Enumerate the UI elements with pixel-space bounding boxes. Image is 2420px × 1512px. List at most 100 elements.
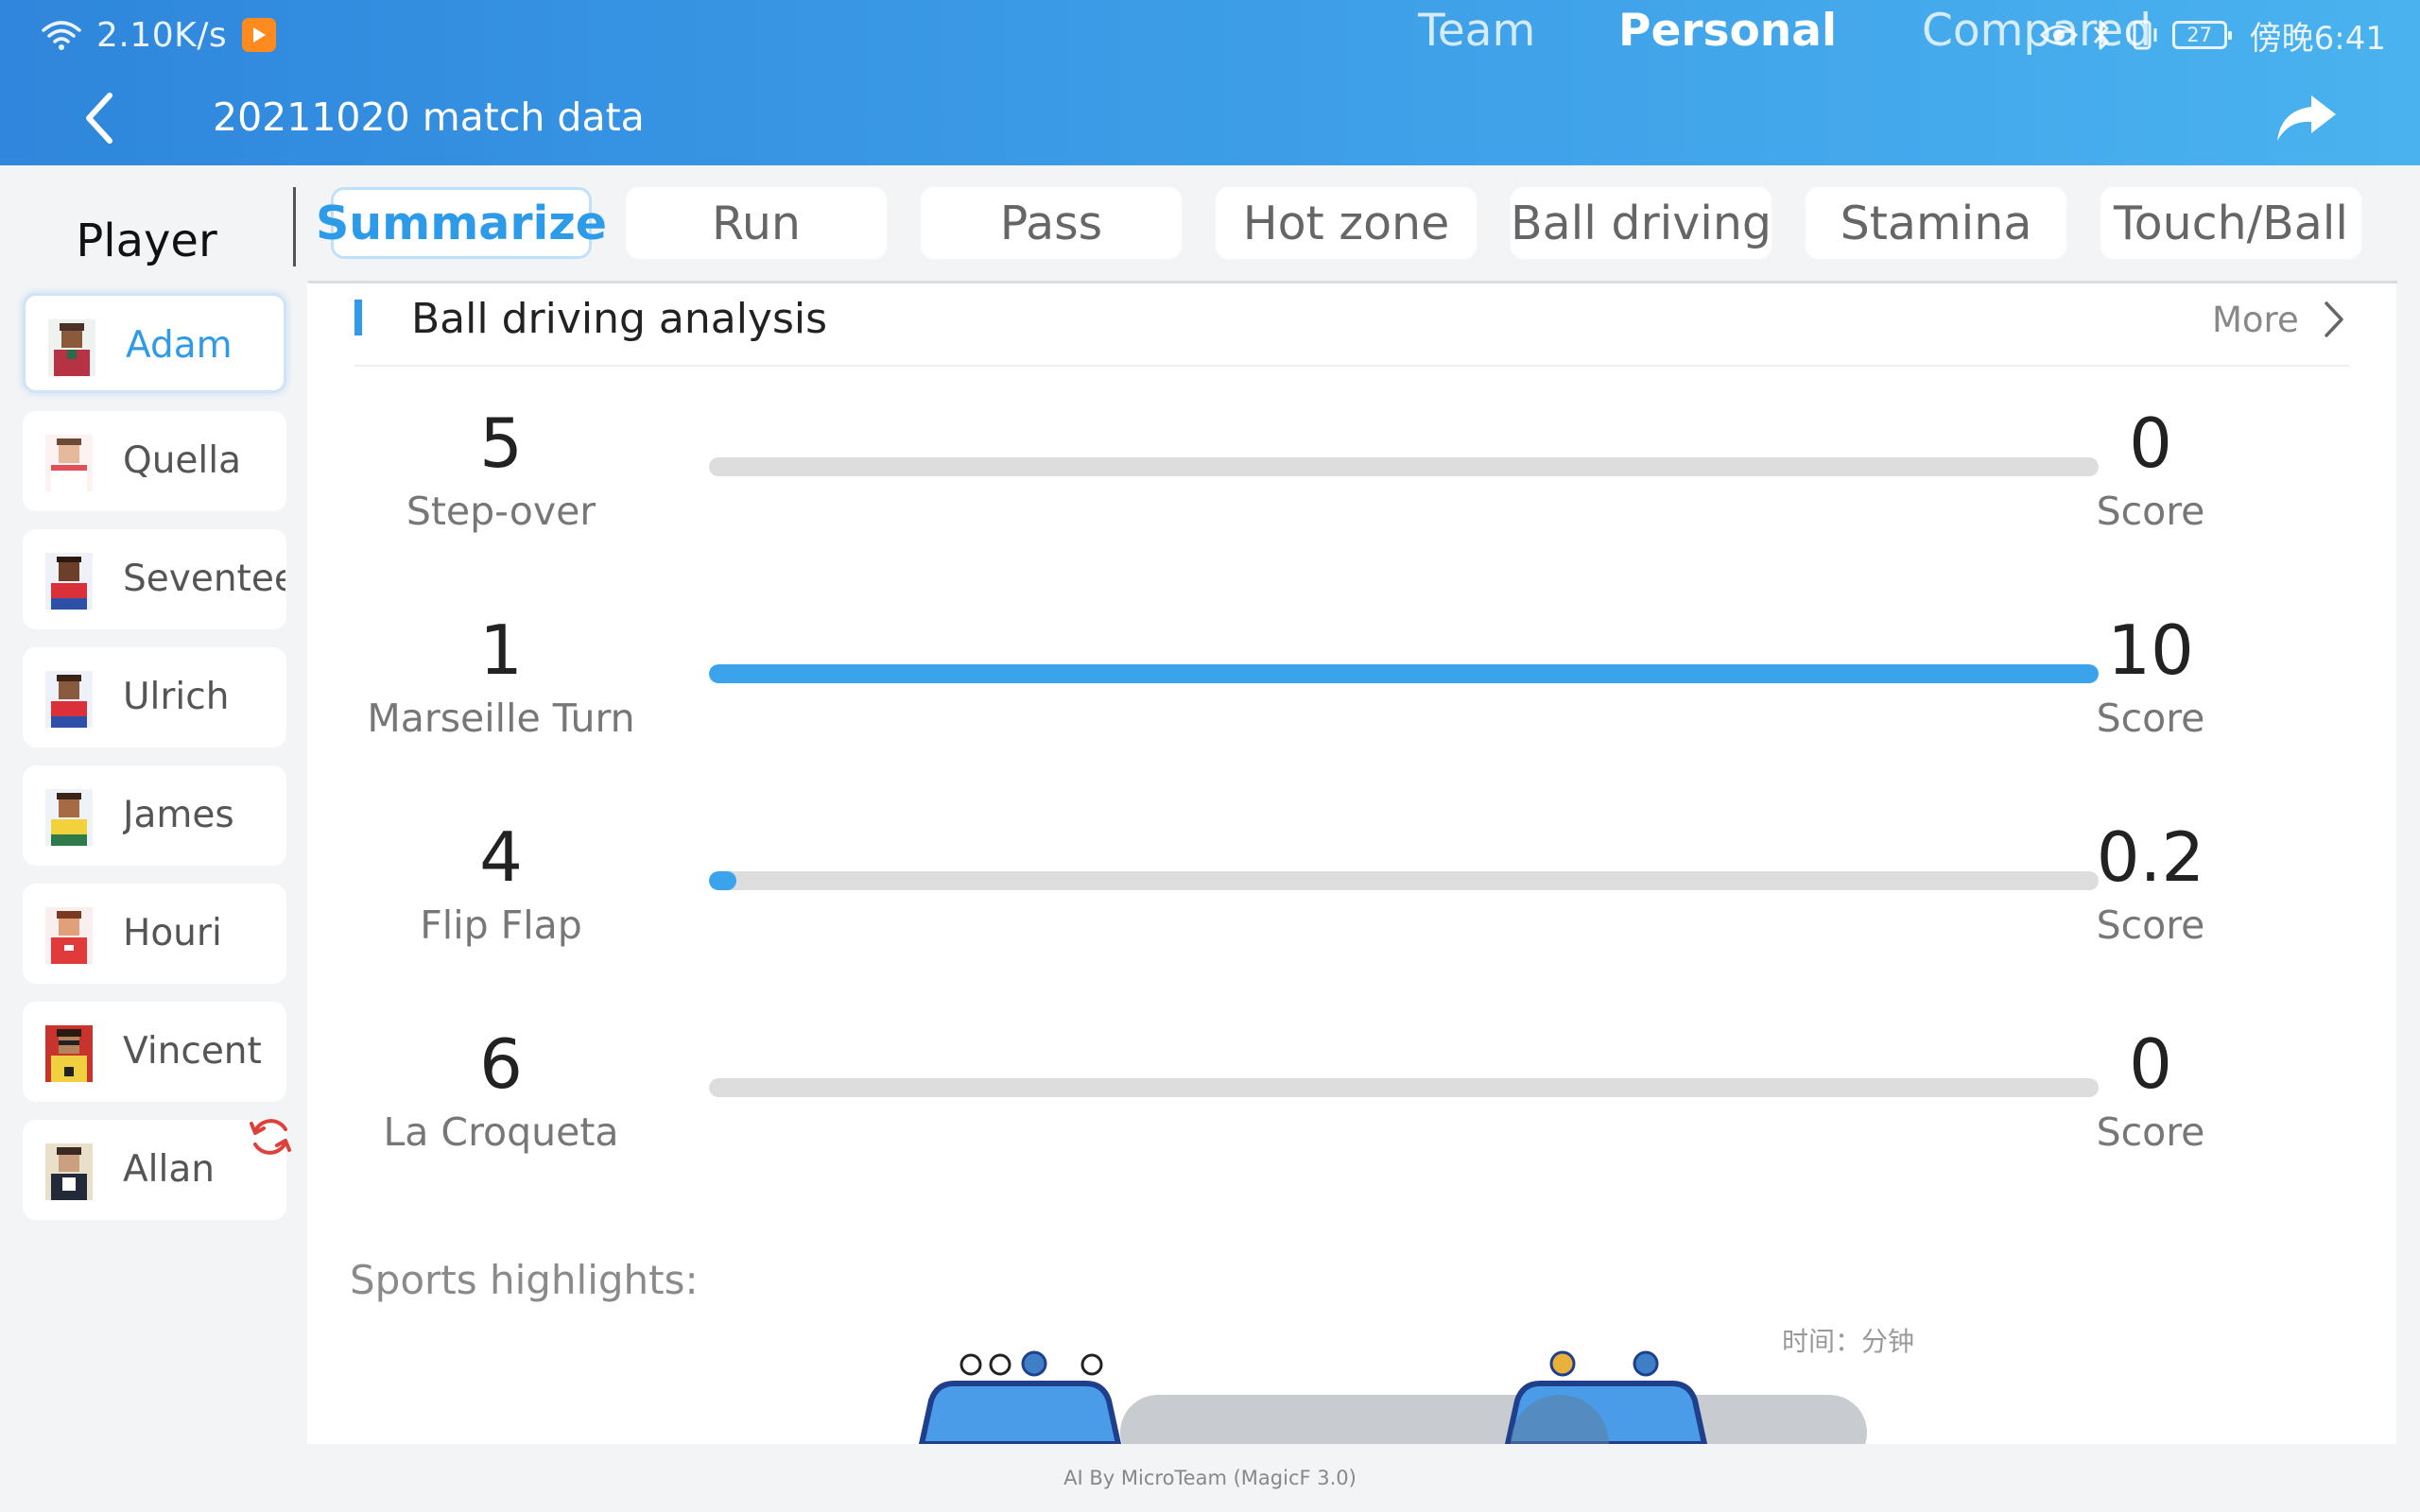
shield-icon	[1549, 1350, 1576, 1377]
tab-compared[interactable]: Compared	[1922, 5, 2152, 57]
ball-icon	[1080, 1353, 1103, 1376]
ball-driving-panel: Ball driving analysis More 5 Step-over 0…	[307, 284, 2396, 1444]
metric-name: La Croqueta	[383, 1109, 619, 1155]
metric-progress-fill	[709, 871, 737, 890]
app-header: 2.10K/s 27 傍晚6:41 20211020 match data Te…	[0, 0, 2420, 165]
shield-icon	[1021, 1350, 1047, 1377]
footer-credit: AI By MicroTeam (MagicF 3.0)	[1063, 1467, 1357, 1489]
status-bar-right: 27 傍晚6:41	[2039, 13, 2386, 58]
metric-score-label: Score	[2096, 1109, 2205, 1155]
player-column-title: Player	[76, 215, 217, 267]
metric-score: 0	[2129, 404, 2172, 483]
metric-count: 1	[479, 610, 523, 690]
player-avatar-icon	[45, 553, 93, 610]
metric-progress-track	[709, 871, 2099, 890]
share-icon	[2277, 95, 2336, 141]
section-title: Ball driving analysis	[411, 295, 828, 343]
tab-stamina[interactable]: Stamina	[1806, 187, 2066, 259]
back-arrow-icon	[86, 93, 112, 144]
metric-score: 0	[2129, 1024, 2172, 1104]
player-avatar-icon	[48, 319, 95, 376]
player-avatar-icon	[45, 435, 93, 491]
metric-progress-track	[709, 457, 2099, 476]
footer: AI By MicroTeam (MagicF 3.0)	[0, 1444, 2420, 1512]
player-name: Allan	[123, 1148, 215, 1191]
player-name: Vincent	[123, 1030, 262, 1073]
metric-name: Marseille Turn	[367, 696, 635, 741]
app-badge-icon	[242, 18, 277, 52]
player-card-quella[interactable]: Quella	[23, 411, 286, 511]
player-name: Adam	[126, 324, 233, 367]
ball-icon	[989, 1353, 1011, 1376]
metric-count: 6	[479, 1024, 523, 1104]
player-card-seventee[interactable]: Seventee	[23, 529, 286, 629]
player-card-adam[interactable]: Adam	[23, 293, 286, 393]
metric-progress-track	[709, 664, 2099, 683]
column-divider	[293, 187, 296, 266]
player-name: Seventee	[123, 558, 285, 600]
metric-score: 10	[2107, 610, 2194, 690]
player-card-ulrich[interactable]: Ulrich	[23, 647, 286, 747]
player-name: James	[123, 794, 234, 836]
player-name: Houri	[123, 912, 222, 954]
network-speed: 2.10K/s	[96, 15, 228, 55]
player-name: Quella	[123, 439, 241, 482]
time-axis-label: 时间：分钟	[1782, 1326, 1915, 1357]
player-card-vincent[interactable]: Vincent	[23, 1002, 286, 1102]
player-card-allan[interactable]: Allan	[23, 1120, 286, 1220]
metric-score-label: Score	[2096, 489, 2205, 534]
timeline-overlap	[1511, 1395, 1609, 1444]
metric-row-step-over: 5 Step-over 0 Score	[307, 402, 2396, 553]
category-tabs: Summarize Run Pass Hot zone Ball driving…	[316, 187, 2363, 265]
tab-touch-ball[interactable]: Touch/Ball	[2100, 187, 2361, 259]
metric-progress-track	[709, 1078, 2099, 1097]
metric-score-label: Score	[2096, 696, 2205, 741]
bluetooth-icon	[2093, 20, 2109, 50]
refresh-icon[interactable]	[244, 1110, 297, 1163]
tab-run[interactable]: Run	[626, 187, 887, 259]
player-card-houri[interactable]: Houri	[23, 884, 286, 984]
ball-icon	[959, 1353, 982, 1376]
player-avatar-icon	[45, 907, 93, 964]
section-divider	[354, 365, 2349, 367]
status-bar-left: 2.10K/s	[42, 13, 277, 57]
player-name: Ulrich	[123, 676, 230, 718]
status-clock: 傍晚6:41	[2249, 19, 2386, 58]
highlights-timeline[interactable]	[307, 1332, 2396, 1444]
back-button[interactable]	[66, 87, 132, 149]
battery-icon: 27	[2171, 21, 2232, 49]
tab-ball-driving[interactable]: Ball driving	[1511, 187, 1772, 259]
player-card-james[interactable]: James	[23, 765, 286, 866]
timeline-track	[1120, 1395, 1867, 1444]
player-avatar-icon	[45, 789, 93, 846]
timeline-segment-left	[918, 1381, 1122, 1444]
tab-personal[interactable]: Personal	[1618, 5, 1838, 57]
metric-score-label: Score	[2096, 902, 2205, 948]
tab-hot-zone[interactable]: Hot zone	[1216, 187, 1477, 259]
tab-pass[interactable]: Pass	[921, 187, 1182, 259]
page-title: 20211020 match data	[213, 94, 645, 140]
vibrate-icon	[2127, 20, 2157, 50]
wifi-icon	[42, 21, 81, 50]
eye-icon	[2039, 25, 2078, 45]
tab-team[interactable]: Team	[1418, 5, 1536, 57]
metric-row-la-croqueta: 6 La Croqueta 0 Score	[307, 1022, 2396, 1174]
metric-name: Step-over	[406, 489, 596, 534]
tabs-divider	[308, 281, 2397, 284]
more-link[interactable]: More	[2212, 291, 2344, 348]
player-avatar-icon	[45, 671, 93, 728]
player-avatar-icon	[45, 1025, 93, 1082]
share-button[interactable]	[2269, 87, 2344, 149]
more-label: More	[2212, 299, 2299, 340]
chevron-right-icon	[2324, 301, 2343, 337]
tab-summarize[interactable]: Summarize	[316, 187, 607, 259]
metric-score: 0.2	[2096, 817, 2205, 897]
section-accent-bar	[354, 300, 362, 335]
highlights-label: Sports highlights:	[350, 1257, 699, 1303]
metric-name: Flip Flap	[420, 902, 582, 948]
metric-count: 4	[479, 817, 523, 897]
metric-progress-fill	[709, 664, 2099, 683]
metric-row-marseille-turn: 1 Marseille Turn 10 Score	[307, 609, 2396, 760]
metric-row-flip-flap: 4 Flip Flap 0.2 Score	[307, 816, 2396, 967]
shield-icon	[1633, 1350, 1659, 1377]
